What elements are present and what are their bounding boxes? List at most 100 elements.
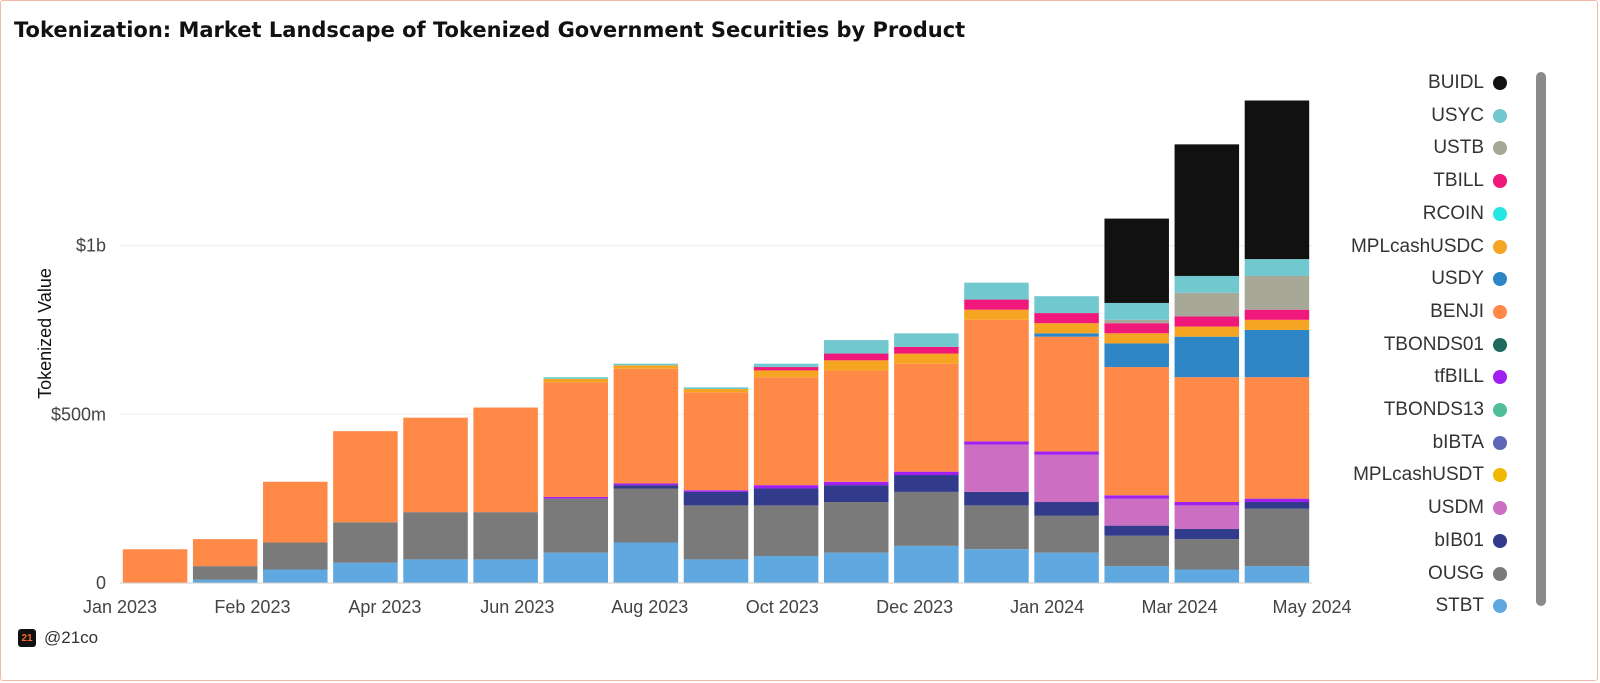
bar-usdy-16 xyxy=(1244,329,1310,378)
legend-item-ousg[interactable]: OUSG xyxy=(1428,563,1507,585)
bar-bib01-11 xyxy=(894,475,959,492)
legend-item-stbt[interactable]: STBT xyxy=(1435,595,1507,617)
bar-mplcashusdc-6 xyxy=(543,378,609,383)
bar-ousg-11 xyxy=(894,491,959,546)
bar-usdy-15 xyxy=(1174,336,1240,378)
legend-item-mplcashusdc[interactable]: MPLcashUSDC xyxy=(1351,236,1507,258)
bar-tbill-12 xyxy=(964,299,1029,310)
bar-benji-2 xyxy=(263,481,328,543)
bar-stbt-4 xyxy=(403,559,468,583)
bar-stbt-13 xyxy=(1034,552,1099,583)
bar-mplcashusdc-7 xyxy=(613,365,679,369)
bar-stbt-14 xyxy=(1104,566,1169,583)
legend-swatch-icon xyxy=(1493,272,1507,287)
bar-stbt-3 xyxy=(333,562,398,583)
legend-item-tbonds01[interactable]: TBONDS01 xyxy=(1384,334,1507,356)
bar-stbt-8 xyxy=(683,559,749,583)
bar-ousg-7 xyxy=(613,488,679,543)
legend-swatch-icon xyxy=(1493,370,1507,385)
legend-item-bibta[interactable]: bIBTA xyxy=(1433,432,1507,454)
legend-label: MPLcashUSDT xyxy=(1353,464,1484,486)
legend-label: bIB01 xyxy=(1434,529,1484,551)
legend-item-tbonds13[interactable]: TBONDS13 xyxy=(1384,399,1507,421)
bar-stbt-7 xyxy=(613,542,679,583)
legend-label: TBONDS13 xyxy=(1383,399,1484,420)
brand-handle[interactable]: @21co xyxy=(44,628,99,647)
legend-item-usdm[interactable]: USDM xyxy=(1428,497,1507,519)
bar-stbt-11 xyxy=(894,545,959,583)
legend-item-usdy[interactable]: USDY xyxy=(1431,268,1507,290)
bar-usyc-10 xyxy=(823,340,889,354)
bar-bib01-7 xyxy=(613,485,679,489)
bar-usdm-13 xyxy=(1034,454,1099,503)
legend-item-rcoin[interactable]: RCOIN xyxy=(1423,203,1507,225)
legend-item-ustb[interactable]: USTB xyxy=(1433,137,1507,159)
bar-stbt-2 xyxy=(263,569,328,583)
bar-usyc-11 xyxy=(894,333,959,347)
bar-tfbill-15 xyxy=(1174,502,1240,506)
bar-ustb-15 xyxy=(1174,292,1240,317)
bar-ousg-2 xyxy=(263,542,328,570)
legend-swatch-icon xyxy=(1493,239,1507,254)
legend-label: MPLcashUSDC xyxy=(1350,235,1484,257)
bar-benji-10 xyxy=(823,370,889,482)
bar-mplcashusdc-13 xyxy=(1034,323,1099,334)
bar-benji-0 xyxy=(122,549,188,583)
x-tick-label-3: Jun 2023 xyxy=(480,597,554,617)
bar-ousg-15 xyxy=(1174,539,1240,570)
bar-benji-15 xyxy=(1174,377,1240,503)
legend-item-bib01[interactable]: bIB01 xyxy=(1434,530,1507,552)
legend-item-tfbill[interactable]: tfBILL xyxy=(1434,366,1507,388)
legend-label: USTB xyxy=(1433,137,1484,159)
bar-tfbill-12 xyxy=(964,441,1029,445)
bar-ousg-4 xyxy=(403,512,468,560)
chart-title: Tokenization: Market Landscape of Tokeni… xyxy=(14,18,966,42)
bar-ousg-6 xyxy=(543,498,609,553)
bar-ousg-10 xyxy=(823,502,889,553)
bar-usdm-14 xyxy=(1104,498,1169,526)
bar-tbill-13 xyxy=(1034,313,1099,324)
x-tick-label-2: Apr 2023 xyxy=(348,597,421,617)
legend-item-tbill[interactable]: TBILL xyxy=(1433,170,1507,192)
legend-label: USDM xyxy=(1428,497,1484,519)
legend-label: STBT xyxy=(1435,595,1484,617)
legend-item-usyc[interactable]: USYC xyxy=(1431,105,1507,127)
legend-swatch-icon xyxy=(1493,141,1507,156)
bar-tbill-11 xyxy=(894,346,959,354)
bar-ousg-14 xyxy=(1104,535,1169,567)
bar-stbt-5 xyxy=(473,559,538,583)
bar-usyc-9 xyxy=(753,363,819,368)
legend-label: TBILL xyxy=(1433,170,1484,192)
legend-scrollbar[interactable] xyxy=(1536,72,1546,606)
bar-tfbill-14 xyxy=(1104,495,1169,499)
bar-benji-9 xyxy=(753,377,819,486)
bar-usdy-14 xyxy=(1104,343,1169,368)
legend-item-buidl[interactable]: BUIDL xyxy=(1428,72,1507,94)
legend-swatch-icon xyxy=(1493,174,1507,189)
legend-label: BENJI xyxy=(1430,300,1484,322)
bar-mplcashusdc-16 xyxy=(1244,319,1310,330)
bar-tfbill-16 xyxy=(1244,498,1310,503)
bar-benji-16 xyxy=(1244,377,1310,499)
bar-benji-4 xyxy=(403,417,468,513)
y-axis-label: Tokenized Value xyxy=(35,268,55,399)
bar-usdy-13 xyxy=(1034,333,1099,337)
bar-mplcashusdc-9 xyxy=(753,370,819,378)
bar-ousg-9 xyxy=(753,505,819,557)
bar-tbill-10 xyxy=(823,353,889,361)
bar-mplcashusdc-10 xyxy=(823,360,889,371)
legend-item-benji[interactable]: BENJI xyxy=(1430,301,1507,323)
bar-bib01-15 xyxy=(1174,529,1240,540)
legend[interactable]: BUIDL USYC USTB TBILL RCOIN MPLcashUSDC USDY BE… xyxy=(1345,70,1545,630)
bar-usdm-12 xyxy=(964,444,1029,492)
bar-tfbill-8 xyxy=(683,490,749,492)
bar-ousg-12 xyxy=(964,505,1029,550)
x-tick-label-7: Jan 2024 xyxy=(1010,597,1084,617)
legend-item-mplcashusdt[interactable]: MPLcashUSDT xyxy=(1353,464,1507,486)
bar-tfbill-13 xyxy=(1034,451,1099,455)
bar-mplcashusdc-12 xyxy=(964,309,1029,320)
bar-benji-5 xyxy=(473,407,538,513)
bar-usyc-13 xyxy=(1034,296,1099,314)
